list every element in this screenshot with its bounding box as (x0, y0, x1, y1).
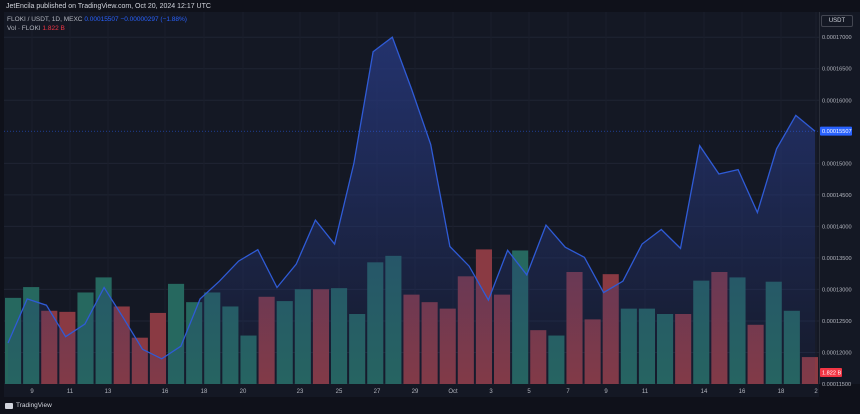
x-tick-label: 2 (814, 389, 818, 395)
x-tick-label: 14 (701, 389, 708, 395)
last-price-badge (820, 126, 852, 136)
published-caption: JetEncila published on TradingView.com, … (6, 3, 211, 10)
legend-volume-value: 1.822 B (42, 25, 65, 32)
tradingview-logo: TradingView (5, 402, 52, 409)
x-tick-label: 11 (67, 389, 74, 395)
top-bar: JetEncila published on TradingView.com, … (0, 0, 860, 12)
x-tick-label: 20 (240, 389, 247, 395)
x-tick-label: 16 (162, 389, 169, 395)
x-tick-label: 7 (566, 389, 570, 395)
x-tick-label: 5 (527, 389, 531, 395)
y-tick-label: 0.00015000 (822, 161, 852, 167)
legend-volume-row: Vol · FLOKI 1.822 B (7, 24, 187, 33)
x-tick-label: 23 (297, 389, 304, 395)
legend-change: −0.00000297 (−1.88%) (120, 16, 187, 23)
x-tick-label: 18 (201, 389, 208, 395)
footer-bar (0, 398, 860, 414)
y-tick-label: 0.00012000 (822, 350, 852, 356)
x-tick-label: 27 (374, 389, 381, 395)
x-tick-label: 11 (642, 389, 649, 395)
y-tick-label: 0.00017000 (822, 35, 852, 41)
y-tick-label: 0.00013500 (822, 256, 852, 262)
y-tick-label: 0.00016500 (822, 67, 852, 73)
price-line (7, 36, 816, 360)
time-axis (4, 384, 819, 397)
chart-legend: FLOKI / USDT, 1D, MEXC 0.00015507 −0.000… (7, 15, 187, 33)
y-tick-label: 0.00014500 (822, 193, 852, 199)
y-tick-label: 0.00012500 (822, 319, 852, 325)
x-tick-label: 29 (412, 389, 419, 395)
price-scale[interactable] (819, 12, 860, 384)
y-tick-label: 0.00016000 (822, 98, 852, 104)
y-tick-label: 0.00011500 (822, 382, 851, 388)
y-tick-label: 0.00013000 (822, 287, 852, 293)
volume-badge-label: 1.822 B (822, 371, 842, 377)
currency-selector[interactable]: USDT (821, 15, 853, 27)
x-tick-label: 3 (489, 389, 493, 395)
legend-symbol-row: FLOKI / USDT, 1D, MEXC 0.00015507 −0.000… (7, 15, 187, 24)
price-area (8, 37, 815, 384)
last-price-badge-label: 0.00015507 (822, 129, 852, 135)
x-tick-label: 18 (778, 389, 785, 395)
x-tick-label: 25 (336, 389, 343, 395)
x-tick-label: 9 (30, 389, 34, 395)
y-tick-label: 0.00014000 (822, 224, 852, 230)
legend-volume-label: Vol · FLOKI (7, 25, 41, 32)
x-tick-label: Oct (448, 389, 458, 395)
x-tick-label: 13 (105, 389, 112, 395)
tradingview-mark-icon (5, 402, 13, 409)
tradingview-brand: TradingView (16, 402, 52, 409)
volume-badge (820, 368, 842, 377)
legend-price: 0.00015507 (84, 16, 119, 23)
legend-symbol: FLOKI / USDT, 1D, MEXC (7, 16, 83, 23)
x-tick-label: 9 (604, 389, 608, 395)
x-tick-label: 16 (739, 389, 746, 395)
